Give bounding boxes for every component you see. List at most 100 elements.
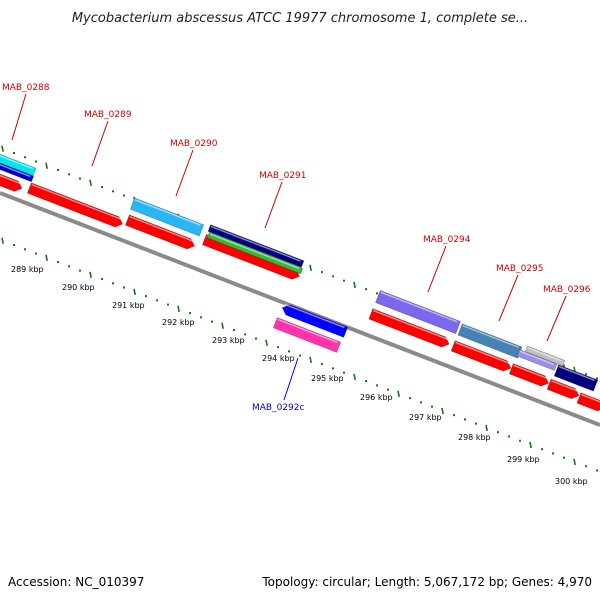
cds-arrow <box>576 392 600 412</box>
gene-leader-line <box>498 274 519 322</box>
tick-label: 296 kbp <box>360 393 393 402</box>
outer-minor-tick <box>365 288 367 291</box>
outer-minor-tick <box>343 279 345 282</box>
outer-minor-tick <box>35 160 37 163</box>
outer-minor-tick <box>101 186 103 189</box>
outer-minor-tick <box>596 377 598 380</box>
inner-minor-tick <box>68 265 70 268</box>
inner-minor-tick <box>431 405 433 408</box>
inner-minor-tick <box>464 418 466 421</box>
feature-mab-0291-highlight <box>210 225 301 262</box>
feature-mab-0295-c-highlight <box>527 347 562 362</box>
inner-major-tick <box>441 407 444 415</box>
cds-arrow <box>26 182 124 228</box>
inner-major-tick <box>485 424 488 432</box>
cds-arrow-shape <box>508 363 550 387</box>
cds-arrow-shape <box>0 172 23 192</box>
inner-major-tick <box>89 271 92 278</box>
outer-minor-tick <box>79 177 81 180</box>
feature-mab-0292c-b-shape <box>272 317 342 353</box>
inner-minor-tick <box>475 422 477 425</box>
outer-minor-tick <box>321 271 323 274</box>
tick-label: 292 kbp <box>162 318 195 327</box>
tick-label: 289 kbp <box>11 265 44 274</box>
inner-minor-tick <box>519 439 521 442</box>
tick-label: 299 kbp <box>507 455 540 464</box>
inner-minor-tick <box>145 295 147 298</box>
outer-minor-tick <box>123 194 125 197</box>
inner-minor-tick <box>35 252 37 255</box>
inner-major-tick <box>573 458 576 466</box>
outer-major-tick <box>89 179 92 186</box>
feature-mab-0296-shape <box>553 364 599 392</box>
inner-minor-tick <box>332 367 334 370</box>
inner-minor-tick <box>596 469 598 472</box>
cds-arrow-shape <box>450 340 512 372</box>
inner-minor-tick <box>508 435 510 438</box>
cds-arrow-highlight <box>372 309 449 340</box>
outer-minor-tick <box>332 275 334 278</box>
tick-labels: 289 kbp 290 kbp 291 kbp 292 kbp 293 kbp 294 k… <box>11 265 588 486</box>
gene-label-text: MAB_0296 <box>543 285 591 295</box>
inner-minor-tick <box>365 380 367 383</box>
inner-minor-tick <box>57 261 59 264</box>
outer-minor-tick <box>112 190 114 193</box>
feature-mab-0288-b-highlight <box>0 161 31 178</box>
outer-minor-tick <box>68 173 70 176</box>
feature-mab-0294-highlight <box>380 291 458 323</box>
outer-minor-tick <box>585 373 587 376</box>
inner-minor-tick <box>156 299 158 302</box>
feature-mab-0292c <box>281 303 349 338</box>
cds-arrow <box>0 172 23 192</box>
cds-arrow <box>450 340 512 372</box>
feature-mab-0288-b <box>0 159 34 183</box>
cds-arrow-highlight <box>31 183 122 220</box>
gene-leader-line <box>91 120 109 167</box>
inner-major-tick <box>221 322 224 329</box>
tick-label: 298 kbp <box>458 433 491 442</box>
gene-leader-line <box>427 245 447 293</box>
inner-minor-tick <box>299 354 301 357</box>
feature-mab-0295 <box>457 323 523 359</box>
inner-minor-tick <box>387 388 389 391</box>
inner-minor-tick <box>24 248 26 251</box>
inner-minor-tick <box>200 316 202 319</box>
cds-arrow-highlight <box>513 364 548 380</box>
cds-arrow <box>125 214 195 250</box>
tick-label: 293 kbp <box>212 336 245 345</box>
feature-mab-0295-shape <box>457 323 523 359</box>
feature-mab-0290-shape <box>129 197 205 237</box>
feature-mab-0295-b-highlight <box>519 350 554 365</box>
inner-minor-tick <box>585 465 587 468</box>
accession-text: Accession: NC_010397 <box>8 575 144 589</box>
inner-minor-tick <box>101 278 103 281</box>
gene-label-text: MAB_0290 <box>170 139 218 149</box>
tick-label: 291 kbp <box>112 301 145 310</box>
inner-minor-tick <box>376 384 378 387</box>
cds-arrow-highlight <box>0 173 21 185</box>
inner-tick-track <box>1 237 598 472</box>
inner-major-tick <box>265 339 268 347</box>
feature-mab-0295-highlight <box>462 324 519 348</box>
inner-minor-tick <box>123 286 125 289</box>
inner-minor-tick <box>255 337 257 340</box>
cds-arrow <box>508 363 550 387</box>
feature-mab-0290 <box>129 197 205 237</box>
cds-arrow-shape <box>546 378 580 400</box>
inner-major-tick <box>529 441 532 449</box>
feature-mab-0292c-highlight <box>284 303 345 329</box>
inner-major-tick <box>1 237 4 244</box>
inner-minor-tick <box>343 371 345 374</box>
feature-mab-0291-b <box>206 231 304 275</box>
inner-minor-tick <box>563 456 565 459</box>
inner-major-tick <box>353 373 356 381</box>
cds-arrow-shape <box>26 182 124 228</box>
inner-minor-tick <box>409 397 411 400</box>
tick-label: 297 kbp <box>409 413 442 422</box>
feature-mab-0291-shape <box>207 224 305 268</box>
gene-leader-line <box>283 357 299 401</box>
feature-mab-0288 <box>0 151 37 177</box>
feature-mab-0295-b-shape <box>516 349 558 371</box>
cds-arrow-shape <box>368 308 450 348</box>
cds-arrow-shape <box>576 392 600 412</box>
